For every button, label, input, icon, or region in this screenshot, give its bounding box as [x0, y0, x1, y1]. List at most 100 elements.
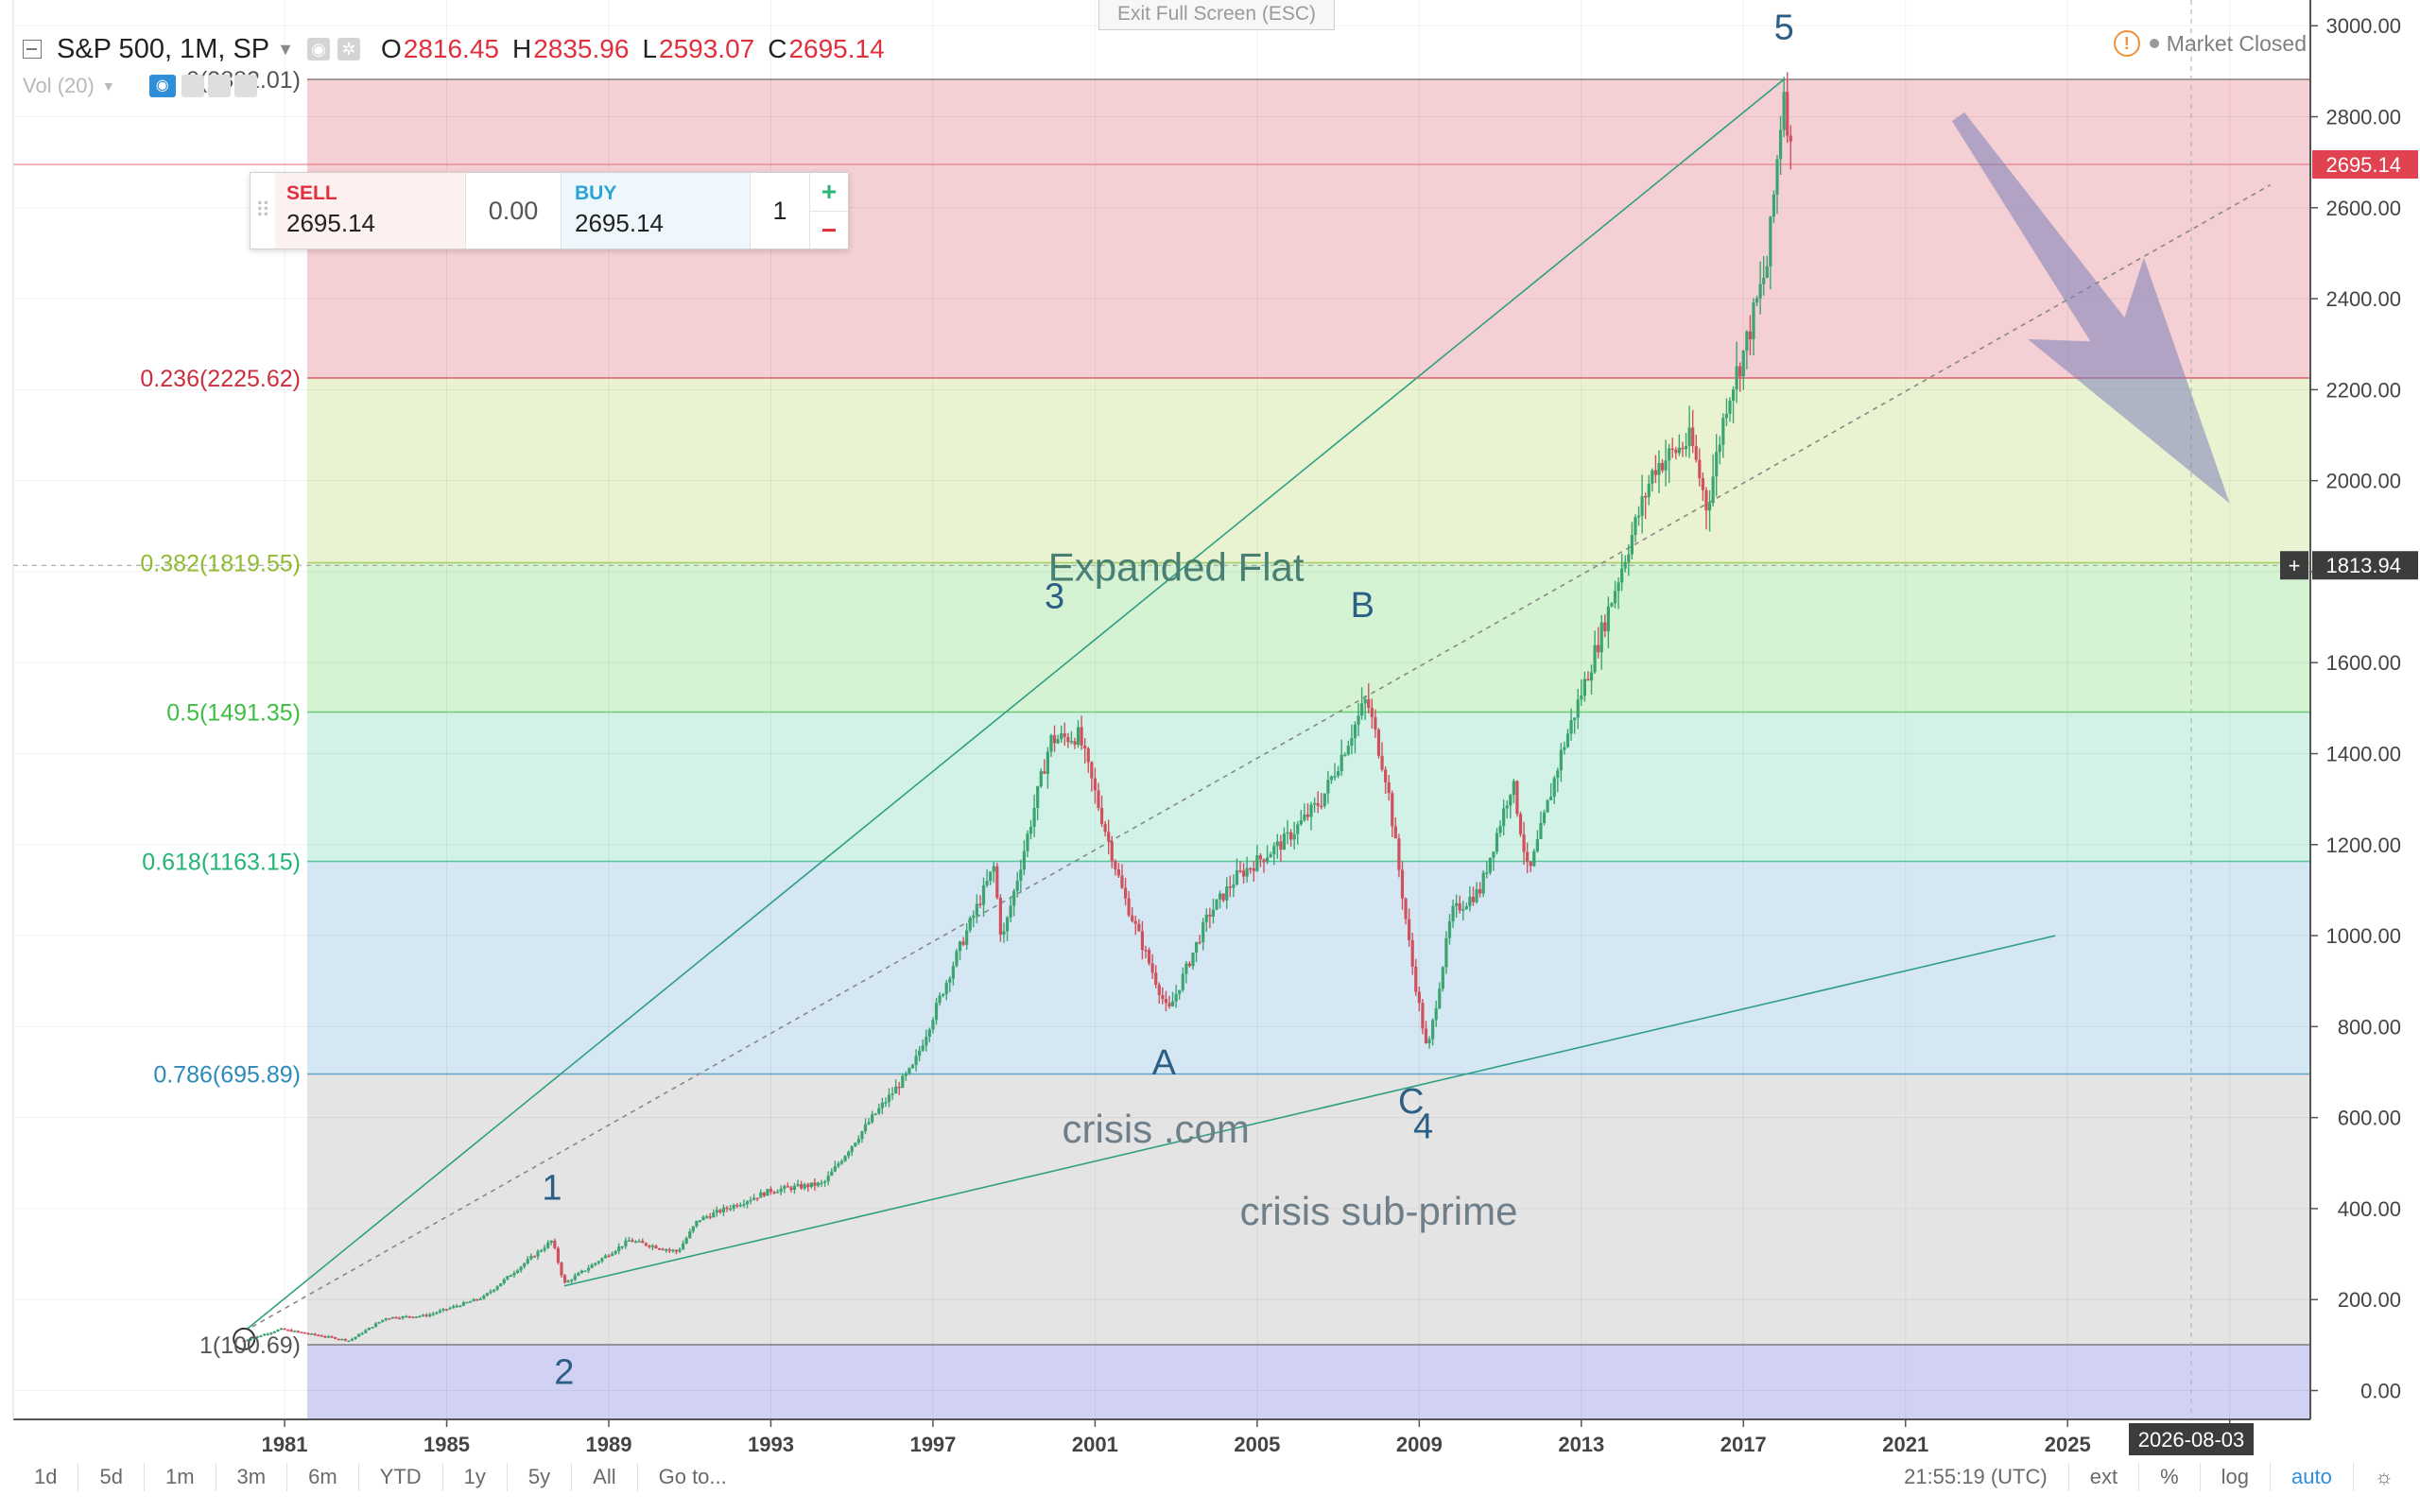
candle-body	[1711, 476, 1715, 504]
candle-body	[1458, 902, 1461, 911]
timeframe-6m[interactable]: 6m	[287, 1463, 359, 1491]
x-tick-label: 2017	[1720, 1433, 1767, 1456]
utc-clock[interactable]: 21:55:19 (UTC)	[1904, 1465, 2048, 1488]
candle-body	[1235, 870, 1239, 885]
candle-body	[1789, 135, 1792, 142]
candle-body	[1640, 496, 1644, 516]
log-toggle[interactable]: log	[2199, 1463, 2270, 1491]
candle-body	[1535, 838, 1539, 851]
candle-body	[1488, 857, 1492, 873]
goto-date-button[interactable]: Go to...	[658, 1465, 727, 1488]
market-status[interactable]: ! Market Closed	[2113, 30, 2307, 57]
drag-handle-icon[interactable]: ⠿	[254, 198, 271, 222]
candle-body	[1393, 826, 1397, 839]
decrease-quantity-button[interactable]: −	[821, 215, 838, 245]
gear-icon[interactable]	[207, 75, 231, 97]
candle-body	[1022, 850, 1026, 870]
exit-fullscreen-button[interactable]: Exit Full Screen (ESC)	[1098, 0, 1335, 30]
candle-body	[1049, 735, 1053, 752]
candle-body	[809, 1182, 813, 1188]
sell-price: 2695.14	[286, 209, 375, 237]
trend-line	[563, 935, 2056, 1287]
gear-icon[interactable]: ☼	[2352, 1463, 2414, 1491]
y-tick-label: 2600.00	[2325, 197, 2401, 220]
candle-body	[1704, 490, 1708, 511]
candle-body	[1137, 923, 1141, 932]
buy-button[interactable]: BUY 2695.14	[562, 173, 751, 249]
fib-level-label: 0.382(1819.55)	[140, 551, 301, 577]
candle-body	[823, 1181, 827, 1183]
candle-body	[1303, 814, 1306, 820]
trend-lines	[233, 78, 2271, 1350]
ext-toggle[interactable]: ext	[2067, 1463, 2138, 1491]
candle-body	[1305, 814, 1310, 817]
y-tick-label: 2400.00	[2325, 287, 2401, 311]
candle-body	[1337, 771, 1340, 777]
timeframe-all[interactable]: All	[572, 1463, 638, 1491]
candle-body	[405, 1315, 408, 1318]
candle-body	[735, 1205, 739, 1207]
auto-toggle[interactable]: auto	[2270, 1463, 2353, 1491]
fib-level-label: 0.236(2225.62)	[140, 366, 301, 392]
candle-body	[665, 1249, 668, 1251]
candle-body	[843, 1156, 847, 1161]
candle-body	[667, 1249, 671, 1251]
x-tick-label: 2005	[1234, 1433, 1280, 1456]
candle-body	[877, 1108, 881, 1114]
close-icon[interactable]	[233, 75, 257, 97]
candle-body	[695, 1220, 699, 1227]
candle-body	[1498, 826, 1502, 833]
symbol-title[interactable]: S&P 500, 1M, SP	[57, 33, 270, 64]
candle-body	[1140, 931, 1145, 951]
fib-level-label: 0.618(1163.15)	[142, 850, 301, 876]
x-tick-label: 2001	[1072, 1433, 1118, 1456]
percent-toggle[interactable]: %	[2138, 1463, 2200, 1491]
chevron-down-icon[interactable]: ▼	[101, 78, 115, 94]
quantity-input[interactable]: 1	[751, 173, 810, 249]
candle-body	[1249, 868, 1253, 870]
candle-body	[539, 1250, 544, 1252]
candle-series	[242, 72, 1792, 1343]
candle-body	[729, 1208, 733, 1211]
candle-body	[1718, 444, 1721, 453]
candle-body	[1258, 855, 1263, 860]
candle-body	[1286, 832, 1289, 834]
timeframe-5y[interactable]: 5y	[508, 1463, 573, 1491]
candle-body	[650, 1246, 655, 1247]
timeframe-ytd[interactable]: YTD	[359, 1463, 443, 1491]
candle-body	[1198, 941, 1201, 944]
settings-icon[interactable]	[181, 75, 204, 97]
gear-icon[interactable]: ✲	[337, 38, 360, 60]
candle-body	[620, 1246, 624, 1248]
eye-icon[interactable]: ◉	[148, 75, 176, 97]
timeframe-1m[interactable]: 1m	[145, 1463, 216, 1491]
candle-body	[1610, 603, 1614, 607]
candle-body	[1464, 906, 1468, 909]
timeframe-3m[interactable]: 3m	[216, 1463, 288, 1491]
candle-body	[1174, 993, 1178, 1002]
settings-icon[interactable]: ◉	[306, 38, 330, 60]
candle-body	[1647, 483, 1651, 498]
collapse-legend-icon[interactable]	[23, 40, 42, 59]
volume-label[interactable]: Vol (20)	[23, 74, 95, 97]
y-tick-label: 400.00	[2338, 1197, 2401, 1221]
timeframe-1d[interactable]: 1d	[13, 1463, 79, 1491]
chevron-down-icon[interactable]: ▼	[277, 39, 294, 59]
fib-level-lines	[13, 0, 2310, 1419]
candle-body	[1427, 1039, 1431, 1044]
timeframe-1y[interactable]: 1y	[443, 1463, 508, 1491]
candle-body	[887, 1094, 891, 1103]
candle-body	[1620, 568, 1624, 583]
candle-body	[411, 1316, 415, 1318]
increase-quantity-button[interactable]: +	[810, 173, 848, 212]
candle-body	[1019, 869, 1023, 882]
candle-body	[1677, 447, 1682, 454]
candle-body	[1211, 909, 1216, 917]
candle-body	[1670, 448, 1674, 451]
candle-body	[546, 1242, 550, 1248]
sell-button[interactable]: SELL 2695.14	[275, 173, 466, 249]
candle-body	[1012, 890, 1016, 906]
timeframe-5d[interactable]: 5d	[78, 1463, 145, 1491]
